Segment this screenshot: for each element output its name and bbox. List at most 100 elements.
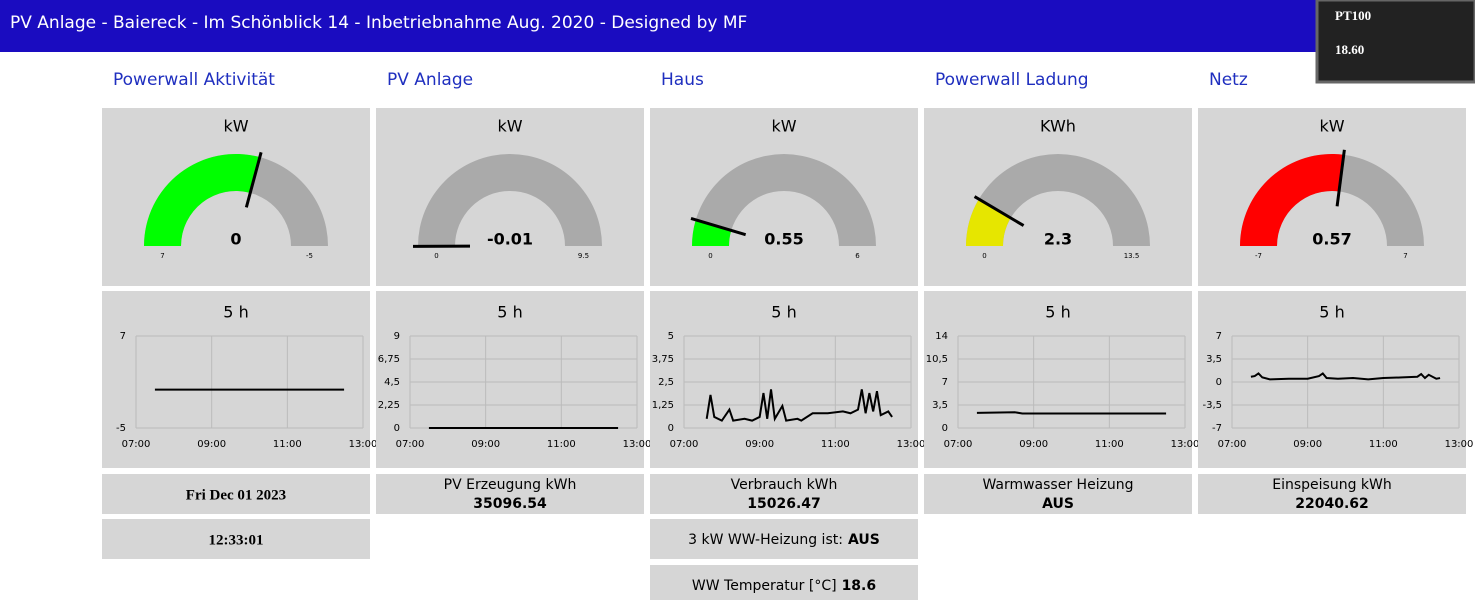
x-tick-label: 11:00 xyxy=(821,439,850,450)
gauge-min: 0 xyxy=(982,252,986,260)
chart-label: 5 h xyxy=(1319,303,1344,322)
gauge-value: 0.55 xyxy=(764,230,803,249)
panel-title: Haus xyxy=(661,70,704,90)
x-tick-label: 11:00 xyxy=(1369,439,1398,450)
info-label: Verbrauch kWh xyxy=(731,477,838,493)
info-value: Fri Dec 01 2023 xyxy=(186,487,286,503)
info-box xyxy=(1198,474,1466,514)
x-tick-label: 07:00 xyxy=(122,439,151,450)
gauge-panel xyxy=(102,108,370,286)
x-tick-label: 09:00 xyxy=(471,439,500,450)
y-tick-label: 2,5 xyxy=(658,377,674,388)
gauge-max: 7 xyxy=(1403,252,1407,260)
panel-title: Powerwall Ladung xyxy=(935,70,1089,90)
gauge-max: 6 xyxy=(855,252,860,260)
gauge-min: 7 xyxy=(160,252,164,260)
info-label: Warmwasser Heizung xyxy=(982,477,1133,493)
x-tick-label: 09:00 xyxy=(1019,439,1048,450)
info-box xyxy=(650,565,918,600)
y-tick-label: 4,5 xyxy=(384,377,400,388)
y-tick-label: 7 xyxy=(1216,331,1222,342)
info-box xyxy=(650,519,918,559)
panel-title: Powerwall Aktivität xyxy=(113,70,275,90)
chart-line xyxy=(705,389,893,422)
info-value: 22040.62 xyxy=(1295,496,1369,512)
chart-label: 5 h xyxy=(1045,303,1070,322)
gauge-value: 2.3 xyxy=(1044,230,1072,249)
info-box xyxy=(650,474,918,514)
pt100-value: 18.60 xyxy=(1335,42,1364,57)
gauge-panel xyxy=(1198,108,1466,286)
y-tick-label: -7 xyxy=(1212,423,1222,434)
pt100-box xyxy=(1315,0,1475,84)
info-value: 15026.47 xyxy=(747,496,821,512)
gauge-needle xyxy=(690,217,747,237)
y-tick-label: 5 xyxy=(668,331,674,342)
y-tick-label: 9 xyxy=(394,331,400,342)
pt100-label: PT100 xyxy=(1335,8,1371,23)
y-tick-label: 7 xyxy=(120,331,126,342)
info-label: WW Temperatur [°C] xyxy=(692,578,837,594)
x-tick-label: 07:00 xyxy=(396,439,425,450)
gauge-panel xyxy=(650,108,918,286)
gauge-fill xyxy=(692,219,732,246)
y-tick-label: 0 xyxy=(394,423,400,434)
panel-title: PV Anlage xyxy=(387,70,473,90)
gauge-value: -0.01 xyxy=(487,230,533,249)
y-tick-label: 0 xyxy=(668,423,674,434)
gauge-fill xyxy=(1240,153,1344,246)
info-label: PV Erzeugung kWh xyxy=(444,477,577,493)
panel-title: Netz xyxy=(1209,70,1248,90)
gauge-fill xyxy=(966,199,1011,246)
gauge-track xyxy=(418,153,602,246)
x-tick-label: 07:00 xyxy=(1218,439,1247,450)
gauge-needle xyxy=(973,195,1025,227)
info-value: 12:33:01 xyxy=(209,532,264,548)
chart-label: 5 h xyxy=(223,303,248,322)
x-tick-label: 07:00 xyxy=(944,439,973,450)
x-tick-label: 13:00 xyxy=(897,439,926,450)
info-value: AUS xyxy=(848,532,880,548)
chart-label: 5 h xyxy=(771,303,796,322)
y-tick-label: 10,5 xyxy=(926,354,948,365)
y-tick-label: 3,75 xyxy=(652,354,674,365)
x-tick-label: 09:00 xyxy=(1293,439,1322,450)
y-tick-label: 0 xyxy=(942,423,948,434)
gauge-unit: kW xyxy=(771,117,796,136)
gauge-unit: KWh xyxy=(1040,117,1076,136)
info-label: 3 kW WW-Heizung ist: xyxy=(688,532,843,548)
info-value: 18.6 xyxy=(842,578,877,594)
gauge-panel xyxy=(924,108,1192,286)
x-tick-label: 13:00 xyxy=(1445,439,1474,450)
y-tick-label: -3,5 xyxy=(1202,400,1222,411)
gauge-value: 0 xyxy=(230,230,241,249)
info-box xyxy=(376,474,644,514)
y-tick-label: 14 xyxy=(935,331,948,342)
y-tick-label: 0 xyxy=(1216,377,1222,388)
y-tick-label: -5 xyxy=(116,423,126,434)
y-tick-label: 3,5 xyxy=(932,400,948,411)
x-tick-label: 11:00 xyxy=(273,439,302,450)
chart-line xyxy=(976,411,1167,415)
gauge-unit: kW xyxy=(497,117,522,136)
info-value: AUS xyxy=(1042,496,1074,512)
info-label: Einspeisung kWh xyxy=(1272,477,1392,493)
info-box xyxy=(924,474,1192,514)
y-tick-label: 1,25 xyxy=(652,400,674,411)
info-line: WW Temperatur [°C] 18.6 xyxy=(692,578,876,594)
info-value: 35096.54 xyxy=(473,496,547,512)
y-tick-label: 7 xyxy=(942,377,948,388)
y-tick-label: 6,75 xyxy=(378,354,400,365)
gauge-min: 0 xyxy=(434,252,438,260)
gauge-track xyxy=(692,154,876,246)
y-tick-label: 2,25 xyxy=(378,400,400,411)
plot-area xyxy=(136,336,363,428)
header-bar xyxy=(0,0,1475,52)
gauge-max: 9.5 xyxy=(578,252,589,260)
gauge-panel xyxy=(376,108,644,286)
gauge-needle xyxy=(244,151,263,208)
x-tick-label: 11:00 xyxy=(547,439,576,450)
gauge-unit: kW xyxy=(223,117,248,136)
